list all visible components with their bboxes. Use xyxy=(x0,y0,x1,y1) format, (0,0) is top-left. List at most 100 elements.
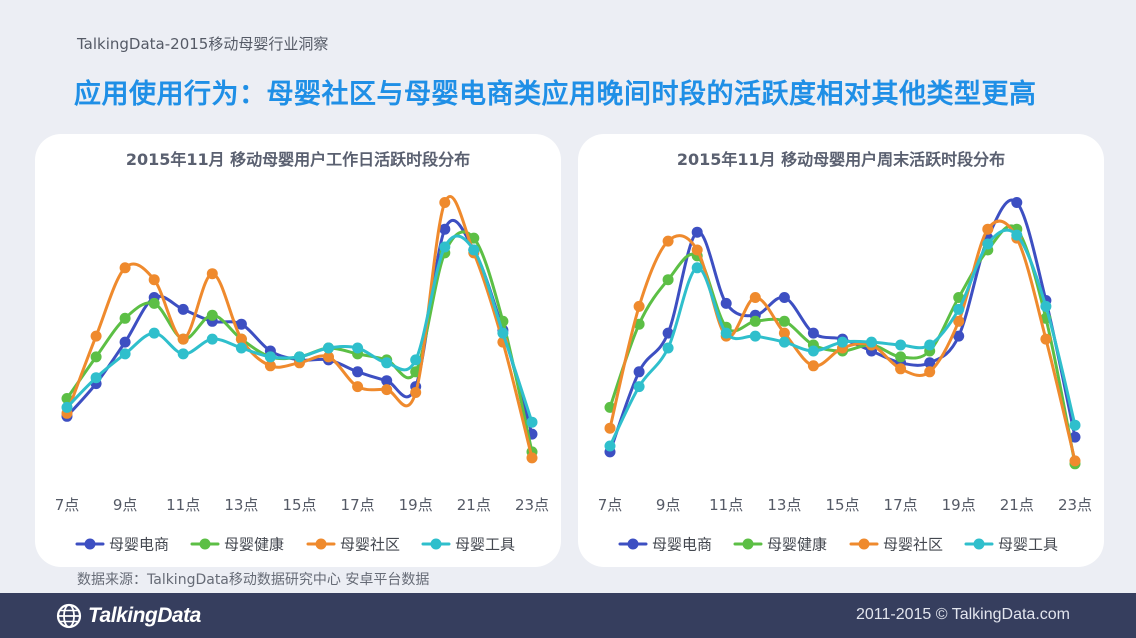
data-point xyxy=(148,274,160,286)
x-tick-label: 23点 xyxy=(1058,496,1092,514)
x-tick-label: 11点 xyxy=(166,496,200,514)
data-point xyxy=(662,327,674,339)
copyright-text: 2011-2015 © TalkingData.com xyxy=(856,606,1070,623)
data-point xyxy=(148,297,160,309)
data-point xyxy=(633,300,645,312)
data-point xyxy=(924,357,936,369)
legend-label: 母婴社区 xyxy=(340,536,400,554)
x-tick-label: 15点 xyxy=(825,496,859,514)
data-point xyxy=(497,327,509,339)
legend-label: 母婴工具 xyxy=(998,536,1058,554)
x-tick-label: 13点 xyxy=(767,496,801,514)
data-point xyxy=(778,327,790,339)
data-point xyxy=(119,348,131,360)
data-point xyxy=(90,372,102,384)
x-tick-label: 7点 xyxy=(55,496,80,514)
x-tick-label: 7点 xyxy=(598,496,623,514)
data-point xyxy=(662,235,674,247)
data-point xyxy=(1069,455,1081,467)
data-point xyxy=(953,303,965,315)
x-tick-label: 23点 xyxy=(515,496,549,514)
data-point xyxy=(953,330,965,342)
legend-entry: 母婴工具 xyxy=(421,536,515,554)
data-point xyxy=(662,274,674,286)
data-point xyxy=(1069,419,1081,431)
data-point xyxy=(206,333,218,345)
data-point xyxy=(61,401,73,413)
data-point xyxy=(604,440,616,452)
data-point xyxy=(924,339,936,351)
series-4 xyxy=(604,228,1081,452)
data-source-note: 数据来源：TalkingData移动数据研究中心 安卓平台数据 xyxy=(77,572,430,588)
legend-entry: 母婴电商 xyxy=(75,536,169,554)
data-point xyxy=(352,381,364,393)
data-point xyxy=(895,363,907,375)
legend-entry: 母婴电商 xyxy=(618,536,712,554)
data-point xyxy=(526,416,538,428)
data-point xyxy=(90,330,102,342)
legend-entry: 母婴社区 xyxy=(849,536,943,554)
x-tick-label: 19点 xyxy=(942,496,976,514)
data-point xyxy=(235,318,247,330)
data-point xyxy=(749,315,761,327)
data-point xyxy=(895,339,907,351)
legend-swatch-dot xyxy=(627,538,639,550)
data-point xyxy=(749,330,761,342)
x-tick-label: 17点 xyxy=(884,496,918,514)
data-point xyxy=(235,333,247,345)
legend-label: 母婴工具 xyxy=(455,536,515,554)
x-tick-label: 11点 xyxy=(709,496,743,514)
legend-label: 母婴社区 xyxy=(883,536,943,554)
data-point xyxy=(381,357,393,369)
data-point xyxy=(439,197,451,208)
data-point xyxy=(177,348,189,360)
data-point xyxy=(468,232,480,244)
data-point xyxy=(691,262,703,274)
x-tick-label: 13点 xyxy=(224,496,258,514)
data-point xyxy=(837,336,848,348)
data-point xyxy=(866,336,877,348)
data-point xyxy=(778,336,790,348)
legend-entry: 母婴健康 xyxy=(733,536,827,554)
data-point xyxy=(177,333,189,345)
chart-title: 2015年11月 移动母婴用户工作日活跃时段分布 xyxy=(125,150,471,169)
data-point xyxy=(1040,300,1052,312)
data-point xyxy=(119,312,131,324)
legend-label: 母婴电商 xyxy=(652,536,712,554)
legend-entry: 母婴工具 xyxy=(964,536,1058,554)
legend-label: 母婴电商 xyxy=(109,536,169,554)
data-point xyxy=(235,342,247,354)
series-line xyxy=(65,219,534,436)
series-line xyxy=(65,195,534,460)
report-label: TalkingData-2015移动母婴行业洞察 xyxy=(77,35,329,53)
x-tick-label: 9点 xyxy=(656,496,681,514)
data-point xyxy=(1011,229,1023,241)
data-point xyxy=(691,226,703,238)
data-point xyxy=(778,292,790,303)
logo-text: TalkingData xyxy=(88,604,201,627)
data-point xyxy=(90,351,102,363)
series-2 xyxy=(61,230,538,458)
data-point xyxy=(264,360,276,372)
data-point xyxy=(1040,333,1052,345)
data-point xyxy=(720,327,732,339)
series-1 xyxy=(61,219,538,440)
data-point xyxy=(895,351,907,363)
x-tick-label: 21点 xyxy=(1000,496,1034,514)
data-point xyxy=(323,351,334,363)
data-point xyxy=(439,241,451,253)
legend-swatch-dot xyxy=(315,538,327,550)
data-point xyxy=(206,268,218,280)
series-line xyxy=(608,198,1077,454)
legend-swatch-dot xyxy=(742,538,754,550)
data-point xyxy=(604,422,616,434)
x-tick-label: 9点 xyxy=(113,496,138,514)
data-point xyxy=(953,315,965,327)
data-point xyxy=(148,327,160,339)
data-point xyxy=(61,393,73,404)
legend-entry: 母婴社区 xyxy=(306,536,400,554)
data-point xyxy=(633,366,645,378)
globe-icon xyxy=(56,603,82,629)
data-point xyxy=(749,292,761,303)
